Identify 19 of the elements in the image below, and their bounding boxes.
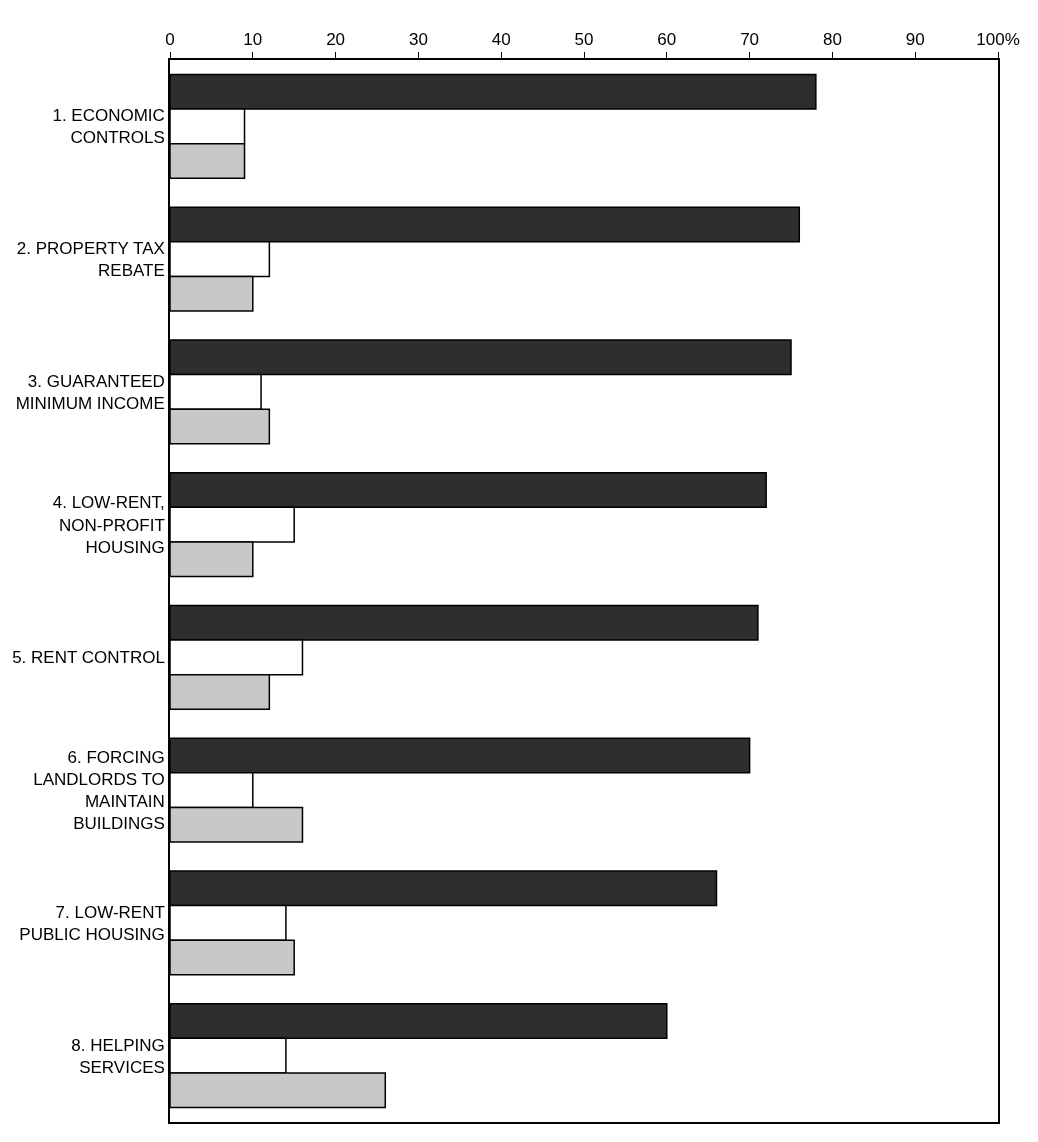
x-tick-label: 80 xyxy=(822,30,842,50)
x-tick-label: 40 xyxy=(491,30,511,50)
y-tick-label: 8. HELPING SERVICES xyxy=(71,1035,165,1077)
x-tick-label: 0 xyxy=(165,30,175,50)
x-tick-label: 90 xyxy=(905,30,925,50)
y-tick-label: 1. ECONOMIC CONTROLS xyxy=(52,106,165,148)
x-tick-label: 20 xyxy=(326,30,346,50)
y-tick-label: 4. LOW-RENT, NON-PROFIT HOUSING xyxy=(52,493,165,557)
x-tick-label: 50 xyxy=(574,30,594,50)
y-tick-label: 5. RENT CONTROL xyxy=(12,648,165,668)
x-tick-label: 10 xyxy=(243,30,263,50)
x-tick-label: 70 xyxy=(740,30,760,50)
x-tick-label: 30 xyxy=(408,30,428,50)
y-tick-label: 6. FORCING LANDLORDS TO MAINTAIN BUILDINGS xyxy=(33,747,165,834)
x-tick-label: 100% xyxy=(976,30,1020,50)
y-tick-label: 3. GUARANTEED MINIMUM INCOME xyxy=(15,371,165,413)
x-tick-label: 60 xyxy=(657,30,677,50)
y-tick-label: 2. PROPERTY TAX REBATE xyxy=(16,239,165,281)
y-tick-label: 7. LOW-RENT PUBLIC HOUSING xyxy=(19,902,165,944)
